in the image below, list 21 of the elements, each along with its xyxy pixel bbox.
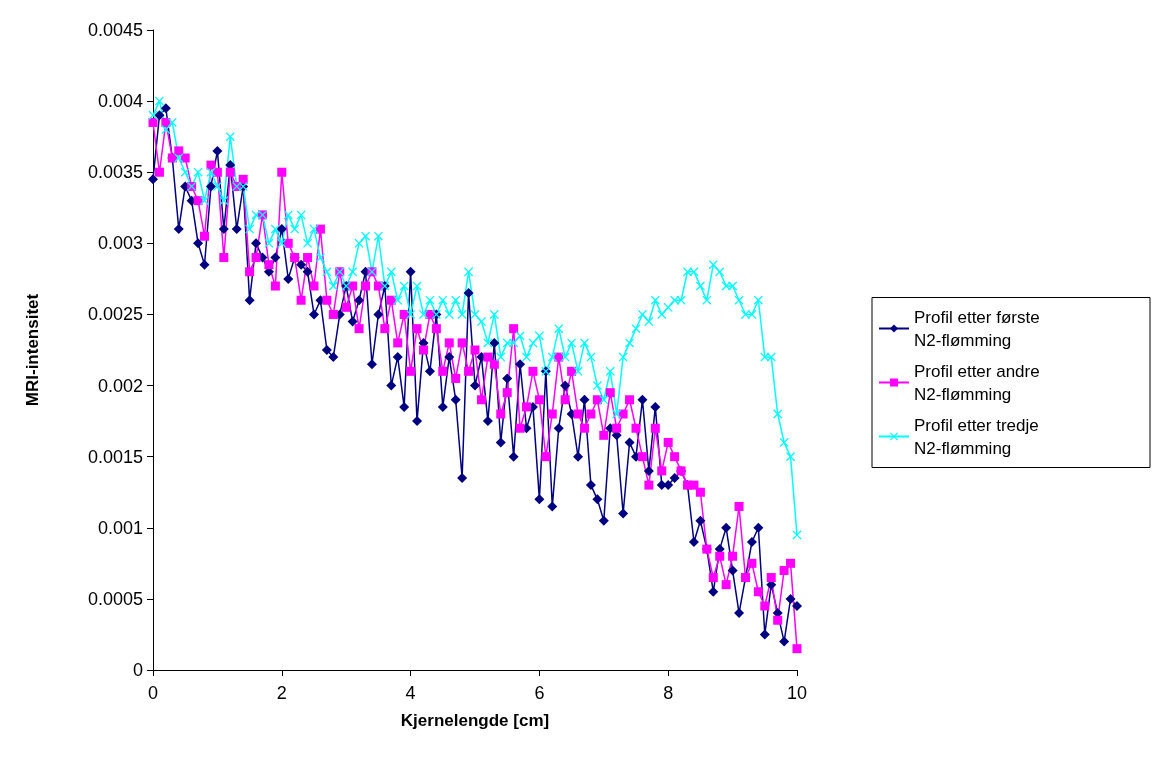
- x-tick-label: 6: [534, 683, 545, 703]
- y-axis-title: MRI-intensitet: [23, 293, 42, 407]
- x-tick-label: 0: [147, 683, 159, 703]
- y-tick-label: 0.0035: [87, 162, 143, 183]
- x-tick-label: 2: [276, 683, 287, 703]
- y-tick-label: 0.0005: [87, 588, 143, 609]
- x-tick-label: 4: [405, 683, 416, 703]
- y-tick-label: 0.0045: [87, 20, 143, 40]
- y-tick-label: 0.002: [97, 375, 143, 396]
- y-tick-label: 0.004: [97, 91, 143, 112]
- y-tick-label: 0.0025: [87, 304, 143, 325]
- y-tick-label: 0.0015: [87, 446, 143, 467]
- legend-label: Profil etter første N2-flømming: [914, 307, 1045, 350]
- y-tick-label: 0.003: [97, 233, 143, 254]
- x-tick-label: 10: [786, 683, 808, 703]
- x-tick-label: 8: [663, 683, 674, 703]
- x-axis-title: Kjernelengde [cm]: [400, 711, 550, 730]
- legend-label: Profil etter tredje N2-flømming: [914, 415, 1044, 458]
- legend-label: Profil etter andre N2-flømming: [914, 361, 1045, 404]
- y-tick-label: 0: [132, 660, 143, 680]
- y-tick-label: 0.001: [97, 517, 143, 538]
